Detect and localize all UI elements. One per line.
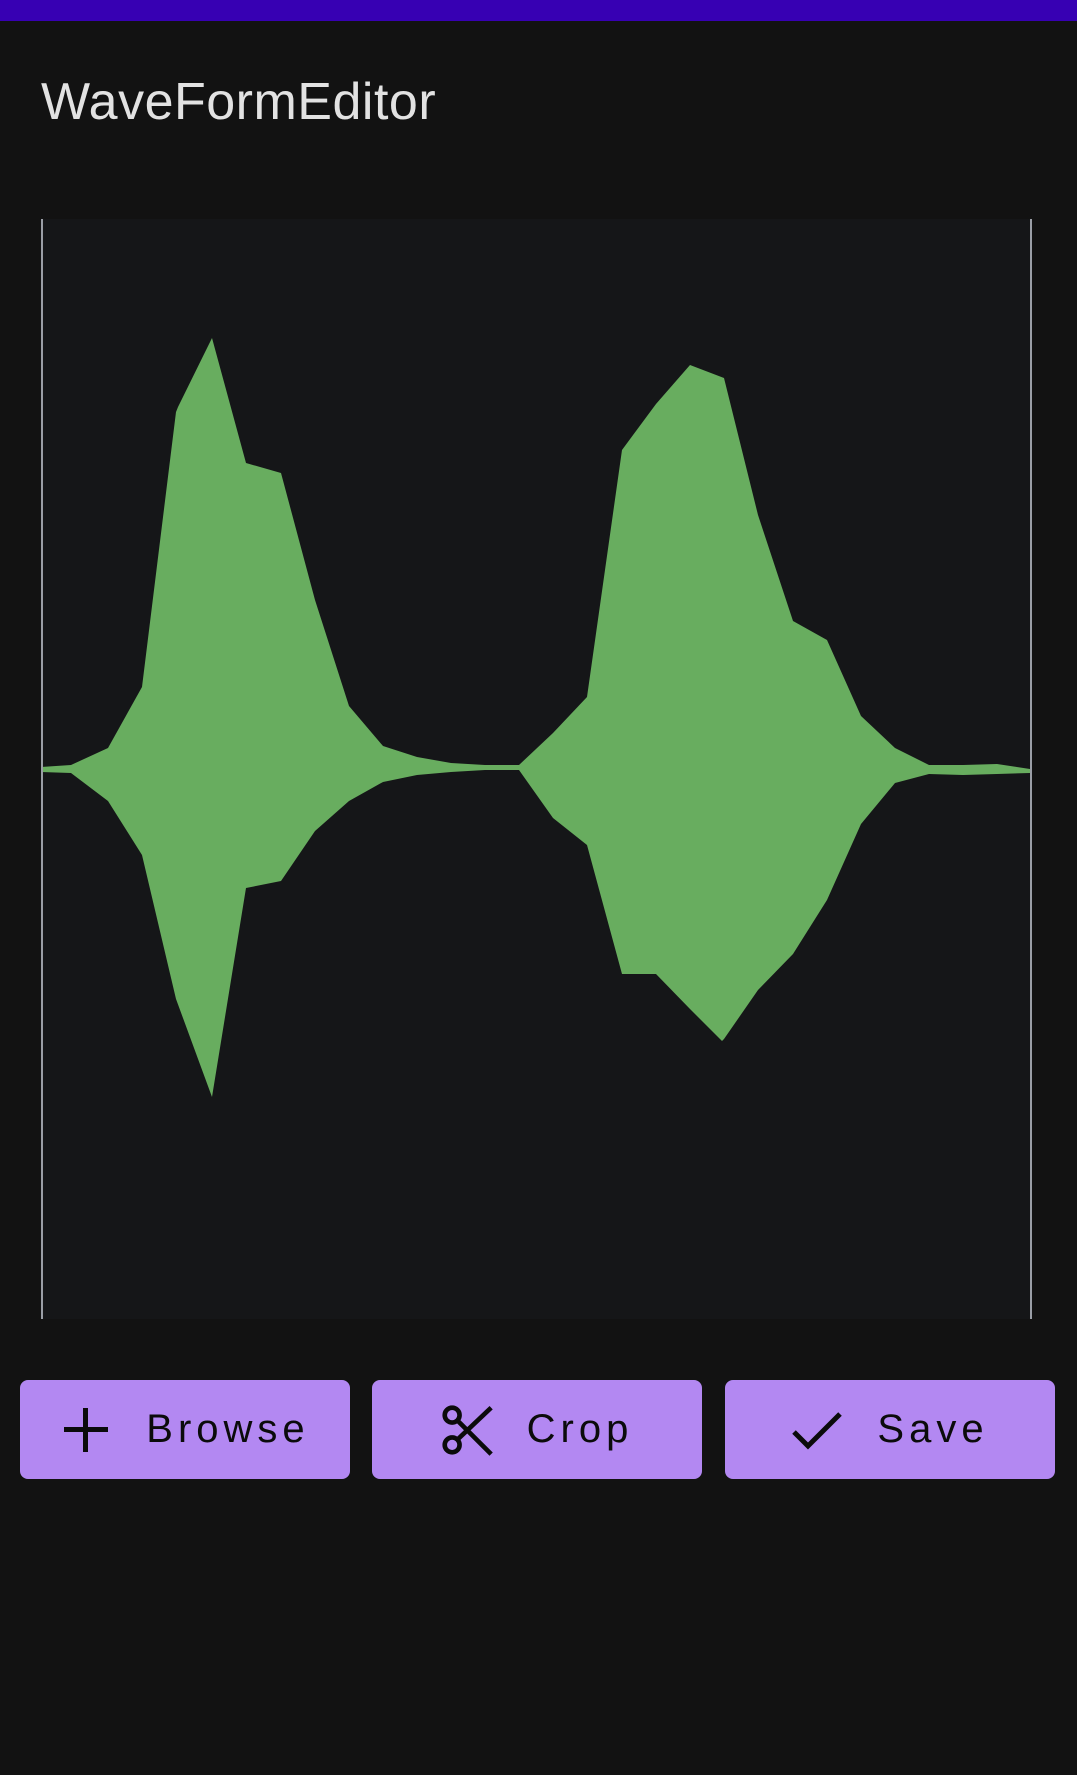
crop-handle-right[interactable] — [1030, 219, 1032, 1319]
browse-button[interactable]: Browse — [20, 1380, 350, 1479]
waveform-view[interactable] — [41, 219, 1032, 1319]
scissors-icon — [441, 1400, 493, 1460]
save-label: Save — [877, 1407, 989, 1451]
crop-label: Crop — [526, 1407, 634, 1451]
status-bar — [0, 0, 1077, 21]
waveform-shape — [41, 338, 1030, 1097]
plus-icon — [60, 1400, 112, 1460]
crop-button[interactable]: Crop — [372, 1380, 702, 1479]
browse-label: Browse — [146, 1407, 310, 1451]
save-button[interactable]: Save — [725, 1380, 1055, 1479]
app-title: WaveFormEditor — [41, 73, 437, 131]
waveform-graphic — [41, 338, 1030, 1097]
check-icon — [791, 1400, 843, 1460]
crop-handle-left[interactable] — [41, 219, 43, 1319]
